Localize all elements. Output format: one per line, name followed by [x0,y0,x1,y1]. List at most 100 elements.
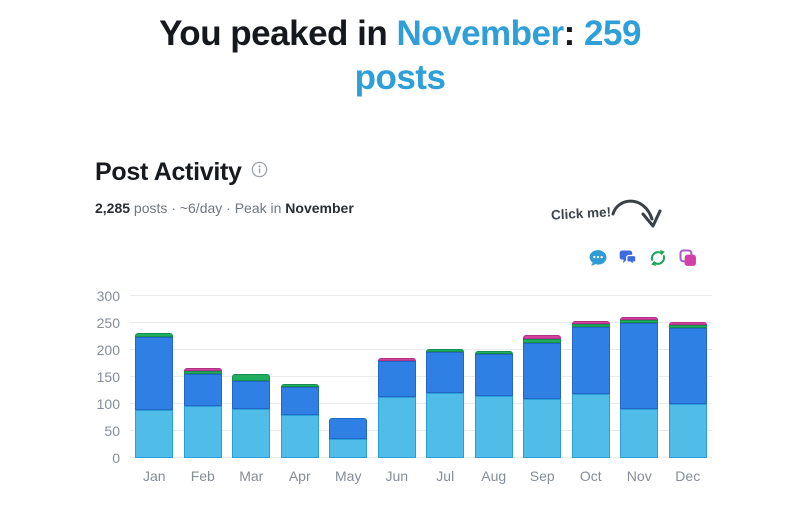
stats-line: 2,285 posts · ~6/day · Peak in November [95,200,354,216]
segment-blue[interactable] [183,373,222,407]
x-axis-label: Jan [142,468,166,484]
segment-pink[interactable] [523,334,562,340]
segment-pink[interactable] [377,358,416,362]
gridline [130,430,712,431]
segment-pink[interactable] [183,367,222,371]
series-toggle-toolbar [588,248,698,268]
segment-green[interactable] [571,323,610,327]
segment-pink[interactable] [620,317,659,321]
gridline [130,403,712,404]
bar-aug[interactable] [474,350,513,458]
y-axis-label: 100 [96,396,120,412]
segment-blue[interactable] [232,381,271,410]
section-header: Post Activity [95,158,268,187]
title-suffix: posts [354,58,446,97]
segment-light-blue[interactable] [668,404,707,458]
stats-middle: posts · ~6/day · Peak in [130,200,286,216]
bar-jan[interactable] [135,332,174,458]
x-axis-label: Mar [239,468,264,484]
bar-mar[interactable] [232,374,271,458]
gridline [130,295,712,296]
segment-green[interactable] [668,325,707,329]
curved-arrow-icon [611,199,662,228]
y-axis-label: 0 [112,450,120,466]
x-axis-label: Apr [288,468,311,484]
segment-green[interactable] [523,339,562,343]
title-peak-count: 259 [584,14,641,53]
segment-light-blue[interactable] [523,398,562,458]
title-colon: : [563,14,585,53]
stats-peak-month: November [285,200,354,216]
segment-blue[interactable] [426,352,465,394]
plot-area [130,295,712,458]
bar-apr[interactable] [280,384,319,458]
title-prefix: You peaked in [159,14,397,53]
gridline [130,349,712,350]
segment-green[interactable] [280,384,319,388]
gridline [130,322,712,323]
segment-green[interactable] [232,374,271,382]
y-axis-label: 50 [104,423,120,439]
segment-light-blue[interactable] [377,396,416,458]
segment-light-blue[interactable] [474,395,513,458]
bar-dec[interactable] [668,322,707,458]
x-axis-label: Nov [626,468,652,484]
info-icon[interactable] [251,161,268,183]
x-axis-label: Feb [190,468,215,484]
segment-blue[interactable] [377,361,416,397]
y-axis-label: 200 [96,342,120,358]
segment-light-blue[interactable] [571,394,610,458]
segment-blue[interactable] [280,387,319,415]
segment-green[interactable] [426,349,465,353]
x-axis-label: May [335,468,362,484]
x-axis-label: Oct [579,468,602,484]
chat-dots-icon[interactable] [588,248,608,268]
recycle-icon[interactable] [648,248,668,268]
bar-nov[interactable] [620,317,659,458]
segment-light-blue[interactable] [620,409,659,458]
x-axis-label: Jun [385,468,409,484]
gridline [130,457,712,458]
x-axis-label: Jul [436,468,455,484]
page-title: You peaked in November: 259 posts [0,12,800,100]
bar-may[interactable] [329,417,368,458]
segment-blue[interactable] [668,328,707,404]
y-axis-labels: 0 50 100 150 200 250 300 [84,288,120,466]
x-axis-label: Dec [675,468,701,484]
x-axis-label: Sep [529,468,555,484]
y-axis-label: 250 [96,315,120,331]
segment-blue[interactable] [474,353,513,396]
double-bubble-icon[interactable] [618,248,638,268]
stats-total: 2,285 [95,200,131,216]
segment-light-blue[interactable] [329,439,368,458]
segment-light-blue[interactable] [426,393,465,458]
section-title: Post Activity [95,158,242,186]
segment-blue[interactable] [571,326,610,395]
title-peak-month: November [396,14,564,53]
segment-blue[interactable] [329,417,368,440]
segment-green[interactable] [620,320,659,324]
bar-feb[interactable] [183,367,222,458]
segment-pink[interactable] [668,322,707,326]
x-axis-label: Aug [481,468,507,484]
segment-light-blue[interactable] [135,410,174,458]
segment-light-blue[interactable] [280,414,319,458]
bar-sep[interactable] [523,334,562,458]
segment-blue[interactable] [523,343,562,399]
bar-jul[interactable] [426,349,465,458]
segment-green[interactable] [474,350,513,354]
segment-pink[interactable] [571,320,610,324]
y-axis-label: 150 [96,369,120,385]
segment-green[interactable] [135,332,174,338]
segment-green[interactable] [183,370,222,374]
bar-oct[interactable] [571,320,610,458]
bar-jun[interactable] [377,358,416,458]
click-me-label: Click me! [550,204,612,223]
segment-light-blue[interactable] [183,406,222,458]
y-axis-label: 300 [96,288,120,304]
segment-blue[interactable] [135,337,174,411]
segment-blue[interactable] [620,323,659,410]
copy-squares-icon[interactable] [678,248,698,268]
segment-light-blue[interactable] [232,409,271,458]
